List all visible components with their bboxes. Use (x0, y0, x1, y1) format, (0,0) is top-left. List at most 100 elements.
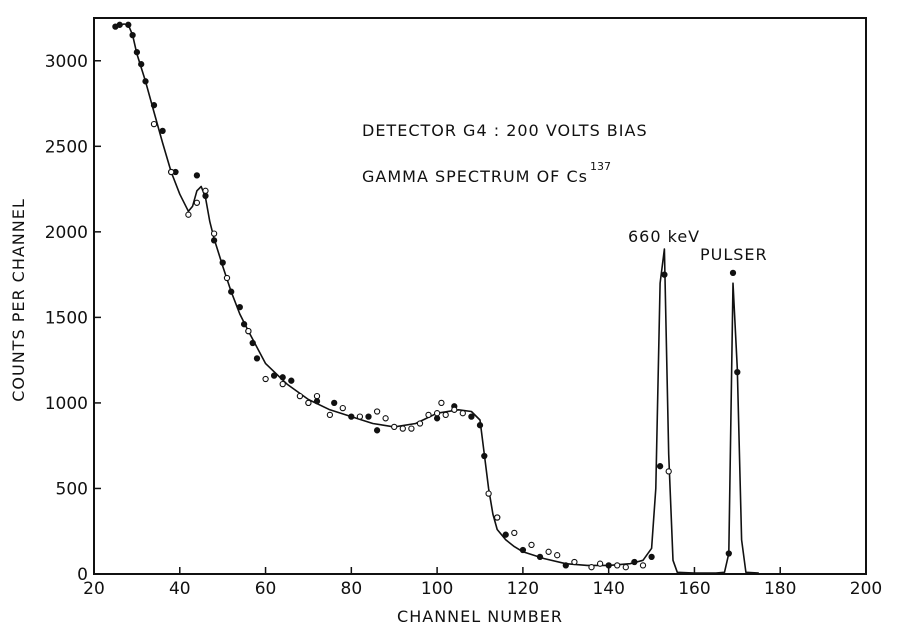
x-tick-label: 60 (255, 579, 277, 599)
x-tick-label: 40 (169, 579, 191, 599)
filled-data-point (365, 413, 372, 420)
annotation-660kev: 660 keV (628, 227, 700, 246)
open-data-point (296, 392, 304, 400)
open-data-point (442, 411, 449, 419)
open-data-point (459, 410, 466, 417)
spectrum-curve-layer (115, 23, 759, 574)
open-data-point (588, 564, 595, 571)
open-data-point (614, 562, 621, 569)
filled-data-point (240, 321, 248, 328)
x-tick-label: 80 (341, 579, 363, 599)
filled-data-point (313, 398, 321, 405)
filled-data-point (373, 427, 381, 434)
filled-data-point (481, 452, 488, 460)
filled-data-point (734, 368, 741, 376)
open-data-point (185, 211, 192, 218)
filled-data-point (729, 269, 737, 277)
filled-data-point (562, 562, 569, 569)
filled-data-point (193, 172, 201, 179)
open-data-point (313, 392, 321, 400)
open-data-point (554, 552, 561, 559)
filled-data-point (202, 192, 209, 200)
open-data-point (339, 404, 346, 412)
filled-data-point (150, 102, 158, 109)
open-data-point (622, 564, 629, 571)
open-data-point (639, 562, 647, 569)
x-tick-label: 160 (678, 579, 710, 599)
open-data-point (451, 406, 458, 413)
open-data-point (545, 548, 552, 555)
filled-data-point (476, 422, 484, 429)
open-data-point (494, 514, 501, 521)
annotation-pulser: PULSER (700, 245, 768, 264)
filled-data-point (129, 31, 136, 39)
x-tick-label: 140 (592, 579, 624, 599)
y-axis-title: COUNTS PER CHANNEL (9, 198, 28, 402)
open-data-point (305, 399, 312, 407)
open-data-point (571, 558, 578, 566)
spectrum-curve (115, 23, 759, 574)
y-tick-label: 1000 (45, 394, 88, 414)
y-tick-label: 1500 (45, 308, 88, 328)
filled-data-point (279, 374, 286, 381)
filled-data-point (133, 49, 141, 56)
open-data-point (373, 408, 381, 415)
filled-data-point (228, 288, 235, 295)
open-data-point (425, 411, 432, 419)
filled-data-point (648, 553, 655, 561)
open-data-point (485, 490, 492, 497)
open-data-point (262, 375, 269, 383)
filled-data-point (331, 399, 338, 407)
open-data-point (245, 327, 252, 335)
open-data-point (528, 541, 535, 549)
filled-data-point (253, 355, 261, 362)
filled-data-point (142, 78, 149, 85)
open-data-point (356, 413, 364, 420)
filled-data-point (519, 546, 527, 554)
filled-data-point (249, 339, 256, 347)
y-tick-label: 2500 (45, 137, 88, 157)
filled-data-point (656, 463, 664, 470)
filled-data-point (288, 377, 295, 384)
filled-data-point (661, 271, 668, 278)
open-data-point (202, 187, 209, 194)
filled-data-point (159, 127, 166, 135)
filled-data-point (433, 415, 441, 422)
open-data-point (391, 423, 398, 431)
open-data-point (433, 410, 441, 417)
filled-data-point (210, 237, 218, 244)
open-data-point (416, 420, 424, 427)
x-tick-label: 120 (507, 579, 539, 599)
open-data-point (408, 425, 415, 432)
filled-data-point (468, 413, 475, 420)
y-tick-label: 2000 (45, 223, 88, 243)
open-data-point (168, 168, 175, 176)
filled-data-point (116, 21, 123, 28)
filled-data-point (138, 61, 145, 68)
open-data-point (511, 529, 518, 537)
filled-data-point (536, 553, 544, 561)
x-tick-label: 20 (83, 579, 105, 599)
x-tick-label: 100 (421, 579, 453, 599)
open-data-point (382, 415, 389, 422)
open-data-point (279, 380, 286, 388)
open-data-point (326, 411, 334, 419)
filled-data-point (502, 531, 509, 538)
filled-data-point (631, 558, 638, 566)
filled-data-point (236, 303, 243, 311)
filled-data-point (605, 562, 612, 569)
open-data-point (596, 560, 604, 567)
annotation-gamma-spectrum: GAMMA SPECTRUM OF Cs (362, 167, 588, 186)
y-tick-label: 500 (56, 479, 88, 499)
plot-frame (93, 17, 867, 575)
filled-data-point (125, 21, 132, 28)
open-data-point (210, 230, 218, 237)
y-tick-label: 3000 (45, 52, 88, 72)
data-points-layer (112, 21, 741, 571)
x-tick-label: 180 (764, 579, 796, 599)
open-data-point (223, 274, 231, 282)
x-tick-label: 200 (850, 579, 882, 599)
filled-data-point (725, 550, 732, 557)
annotation-isotope-superscript: 137 (590, 160, 611, 173)
filled-data-point (270, 372, 278, 379)
